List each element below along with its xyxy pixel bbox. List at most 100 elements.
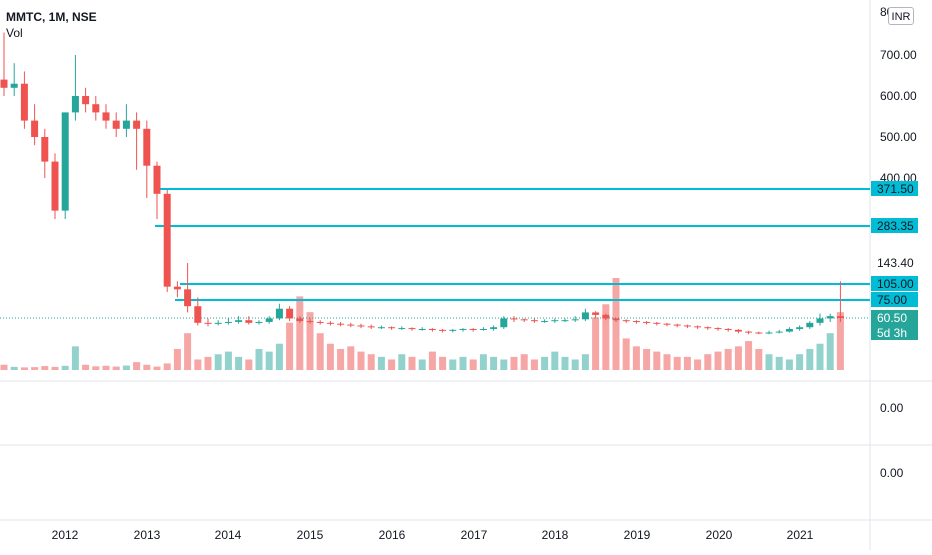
- volume-bar: [0, 364, 8, 370]
- volume-bar: [408, 356, 416, 370]
- volume-bar: [683, 356, 691, 370]
- candle-body: [357, 325, 365, 327]
- candle-body: [602, 314, 610, 319]
- volume-indicator-label[interactable]: Vol: [6, 26, 23, 40]
- candle-body: [439, 329, 447, 331]
- candle-body: [235, 320, 243, 322]
- candle-body: [510, 318, 518, 320]
- candle-body: [204, 322, 212, 324]
- volume-bar: [143, 364, 151, 370]
- volume-bar: [714, 351, 722, 370]
- candle-body: [224, 321, 232, 323]
- candle-body: [816, 318, 824, 323]
- candle-body: [61, 112, 69, 211]
- candle-body: [0, 79, 8, 88]
- volume-bar: [428, 351, 436, 370]
- candle-body: [265, 318, 273, 322]
- candle-body: [449, 329, 457, 331]
- candle-body: [122, 120, 130, 129]
- price-label: 105.00: [877, 277, 914, 291]
- volume-bar: [704, 354, 712, 370]
- candle-body: [245, 320, 253, 323]
- candle-body: [643, 321, 651, 323]
- candle-body: [194, 306, 202, 323]
- candle-body: [775, 331, 783, 333]
- volume-bar: [326, 343, 334, 370]
- candle-body: [408, 328, 416, 330]
- x-tick-label: 2012: [52, 528, 79, 542]
- volume-bar: [510, 356, 518, 370]
- candle-body: [541, 321, 549, 323]
- candle-body: [296, 318, 304, 322]
- x-tick-label: 2013: [134, 528, 161, 542]
- volume-bar: [71, 346, 79, 370]
- volume-bar: [490, 356, 498, 370]
- candle-body: [490, 327, 498, 329]
- x-tick-label: 2021: [787, 528, 814, 542]
- candle-body: [82, 96, 90, 105]
- candle-body: [326, 322, 334, 324]
- candle-body: [367, 326, 375, 328]
- volume-bar: [622, 338, 630, 370]
- candle-body: [306, 321, 314, 323]
- volume-bar: [388, 359, 396, 370]
- candle-body: [785, 328, 793, 332]
- candle-body: [479, 328, 487, 330]
- candle-body: [102, 112, 110, 121]
- volume-bar: [61, 365, 69, 370]
- candle-body: [41, 137, 49, 162]
- pane2-zero-label: 0.00: [880, 401, 904, 415]
- x-tick-label: 2016: [379, 528, 406, 542]
- volume-bar: [245, 359, 253, 370]
- candle-body: [153, 165, 161, 194]
- candle-body: [826, 316, 834, 319]
- price-label-box: [871, 325, 918, 340]
- candle-body: [755, 332, 763, 334]
- volume-bar: [796, 354, 804, 370]
- candle-body: [836, 316, 844, 318]
- volume-bar: [612, 278, 620, 370]
- volume-bar: [694, 359, 702, 370]
- candle-body: [388, 327, 396, 329]
- candle-body: [765, 332, 773, 334]
- candle-body: [316, 321, 324, 323]
- price-label: 371.50: [877, 182, 914, 196]
- volume-bar: [133, 362, 141, 370]
- volume-bar: [806, 348, 814, 370]
- x-tick-label: 2019: [624, 528, 651, 542]
- price-label-box: [871, 218, 918, 233]
- volume-bar: [500, 359, 508, 370]
- volume-bar: [255, 348, 263, 370]
- volume-bar: [31, 367, 39, 370]
- volume-bar: [153, 366, 161, 370]
- volume-bar: [102, 365, 110, 370]
- volume-bar: [265, 351, 273, 370]
- candle-body: [173, 286, 181, 290]
- volume-bar: [275, 343, 283, 370]
- candle-body: [347, 324, 355, 326]
- volume-bar: [347, 346, 355, 370]
- price-label: 5d 3h: [877, 326, 907, 340]
- volume-bar: [663, 354, 671, 370]
- volume-bar: [296, 296, 304, 370]
- volume-bar: [112, 366, 120, 370]
- currency-badge[interactable]: INR: [888, 7, 914, 25]
- x-tick-label: 2020: [706, 528, 733, 542]
- candle-body: [622, 320, 630, 322]
- volume-bar: [571, 359, 579, 370]
- price-label-box: [871, 292, 918, 307]
- volume-bar: [286, 322, 294, 370]
- price-label-box: [871, 310, 918, 325]
- candle-body: [734, 329, 742, 332]
- volume-bar: [194, 359, 202, 370]
- candle-body: [653, 322, 661, 324]
- volume-bar: [122, 365, 130, 370]
- volume-bar: [377, 356, 385, 370]
- volume-bar: [306, 312, 314, 370]
- candle-body: [724, 328, 732, 330]
- x-tick-label: 2018: [542, 528, 569, 542]
- candle-body: [163, 193, 171, 287]
- chart-header: MMTC, 1M, NSE Vol: [6, 9, 97, 41]
